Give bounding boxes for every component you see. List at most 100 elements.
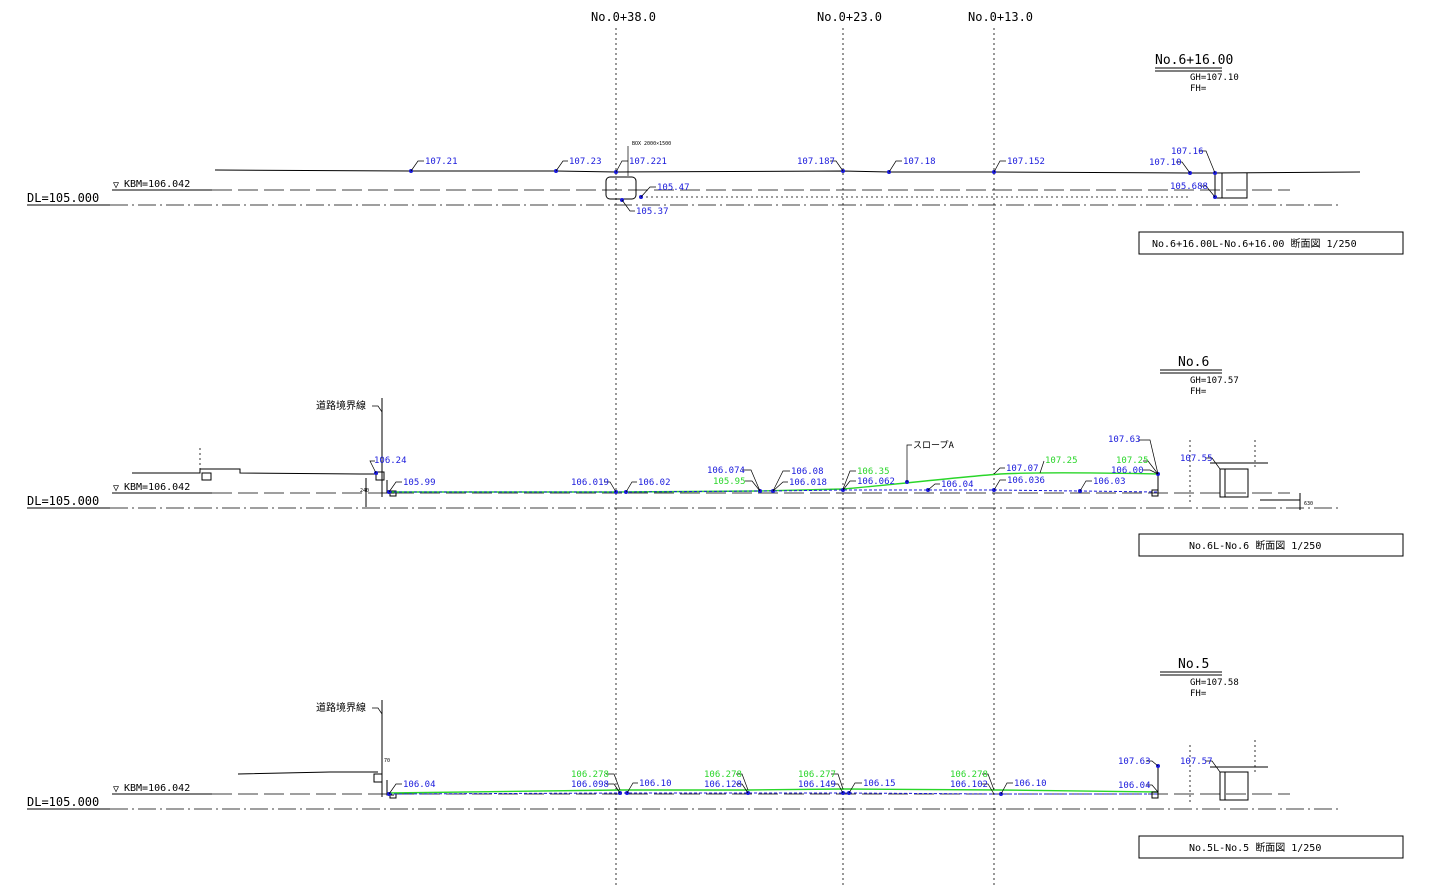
section-title: No.5 — [1178, 657, 1209, 672]
section-caption-box — [1138, 835, 1404, 859]
curb-right — [386, 780, 394, 796]
elevation-label: 106.15 — [863, 779, 896, 789]
leader — [1206, 457, 1221, 470]
leader — [772, 470, 790, 492]
right-curb-foot — [1151, 489, 1159, 497]
ground-line — [214, 169, 1361, 174]
road-boundary-label: 道路境界線 — [316, 399, 366, 412]
leader — [736, 773, 749, 791]
left-ground — [132, 468, 378, 475]
leader — [1143, 469, 1159, 475]
leader — [410, 160, 424, 172]
leader — [745, 480, 761, 492]
right-structure — [1219, 468, 1249, 498]
elevation-label: 106.03 — [1093, 477, 1126, 487]
elevation-label: 107.10 — [1149, 158, 1182, 168]
elevation-label: 106.018 — [789, 478, 827, 488]
plan-label: 107.25 — [1045, 456, 1078, 466]
elevation-label: 106.10 — [639, 779, 672, 789]
elevation-label: 106.10 — [1014, 779, 1047, 789]
elevation-label: 106.04 — [1118, 781, 1151, 791]
fh-value: FH= — [1190, 689, 1207, 699]
gh-value: GH=107.58 — [1190, 678, 1239, 688]
datum-label: DL=105.000 — [27, 191, 99, 205]
elevation-label: 107.18 — [903, 157, 936, 167]
dim-text: 630 — [1304, 501, 1313, 507]
box-label: BOX 2000×1500 — [632, 141, 671, 147]
leader — [606, 783, 621, 794]
plan-line — [389, 472, 1159, 493]
leader — [604, 481, 617, 493]
elevation-label: 107.63 — [1108, 435, 1141, 445]
section-title: No.6 — [1178, 355, 1209, 370]
curb — [373, 773, 383, 783]
section-no6: No.6 GH=107.57 FH= 道路境界線 240 ▽ KBM=106.0… — [27, 355, 1404, 557]
leader — [1176, 161, 1191, 174]
leader — [1200, 185, 1216, 198]
right-structure — [1214, 173, 1248, 199]
leader — [621, 199, 635, 212]
fh-value: FH= — [1190, 84, 1207, 94]
elevation-label: 106.24 — [374, 456, 407, 466]
station-label: No.0+38.0 — [591, 10, 656, 24]
boundary-leader — [372, 707, 383, 715]
leader — [736, 783, 749, 794]
section-no5: No.5 GH=107.58 FH= 道路境界線 70 ▽ KBM=106.04… — [27, 657, 1404, 859]
elevation-label: 106.098 — [571, 780, 609, 790]
section-caption-box — [1138, 533, 1404, 557]
leader — [993, 467, 1005, 475]
leader — [831, 783, 844, 794]
right-structure — [1219, 771, 1249, 801]
curb — [375, 471, 385, 481]
elevation-label: 107.55 — [1180, 454, 1213, 464]
leader — [742, 469, 761, 492]
leader — [772, 481, 788, 492]
section-no6-16: No.6+16.00 GH=107.10 FH= ▽ KBM=106.042 D… — [27, 53, 1404, 255]
leader — [1146, 760, 1159, 767]
elevation-label: 107.23 — [569, 157, 602, 167]
fh-value: FH= — [1190, 387, 1207, 397]
leader — [625, 481, 637, 493]
leader — [1206, 760, 1221, 773]
plan-label: 106.35 — [857, 467, 890, 477]
left-ground — [237, 771, 378, 775]
right-curb — [1152, 766, 1159, 799]
elevation-label: 106.019 — [571, 478, 609, 488]
leader — [555, 160, 568, 172]
leader — [1143, 460, 1159, 475]
elevation-label: 105.47 — [657, 183, 690, 193]
leader — [1000, 782, 1013, 795]
leader — [615, 160, 628, 173]
section-caption-box — [1138, 231, 1404, 255]
station-label: No.0+13.0 — [968, 10, 1033, 24]
leader — [982, 773, 995, 791]
elevation-label: 107.187 — [797, 157, 835, 167]
leader — [927, 483, 940, 491]
leader — [848, 782, 862, 794]
elevation-label: 107.63 — [1118, 757, 1151, 767]
elevation-label: 105.688 — [1170, 182, 1208, 192]
dim-text: 240 — [360, 488, 369, 494]
datum-label: DL=105.000 — [27, 494, 99, 508]
leader — [1138, 439, 1159, 475]
leader — [388, 481, 402, 493]
leader — [369, 460, 377, 474]
existing-line — [389, 489, 1159, 493]
elevation-label: 106.062 — [857, 477, 895, 487]
gh-value: GH=107.10 — [1190, 73, 1239, 83]
elevation-label: 106.128 — [704, 780, 742, 790]
box-culvert — [605, 176, 637, 200]
leader — [1199, 150, 1216, 174]
elevation-label: 105.37 — [636, 207, 669, 217]
elevation-label: 107.152 — [1007, 157, 1045, 167]
kbm-value: KBM=106.042 — [124, 179, 190, 190]
plan-label: 105.95 — [713, 477, 746, 487]
kbm-label: ▽ — [113, 784, 119, 795]
station-lines: No.0+38.0 No.0+23.0 No.0+13.0 — [591, 10, 1033, 887]
road-boundary-label: 道路境界線 — [316, 701, 366, 714]
plan-label: 106.278 — [950, 770, 988, 780]
plan-label: 106.278 — [571, 770, 609, 780]
left-gutter — [201, 472, 212, 481]
elevation-label: 106.02 — [638, 478, 671, 488]
